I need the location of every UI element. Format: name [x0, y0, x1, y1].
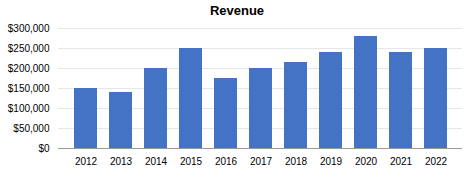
svg-text:$200,000: $200,000 — [8, 63, 50, 74]
svg-text:$250,000: $250,000 — [8, 43, 50, 54]
html-text:Revenue: Revenue — [209, 3, 265, 18]
svg-text:2013: 2013 — [110, 156, 133, 167]
svg-text:2021: 2021 — [390, 156, 413, 167]
svg-text:2019: 2019 — [320, 156, 343, 167]
svg-text:2016: 2016 — [215, 156, 238, 167]
svg-text:2018: 2018 — [285, 156, 308, 167]
svg-text:2020: 2020 — [355, 156, 378, 167]
svg-text:2012: 2012 — [75, 156, 98, 167]
svg-text:$100,000: $100,000 — [8, 103, 50, 114]
svg-text:$300,000: $300,000 — [8, 23, 50, 34]
svg-text:2022: 2022 — [425, 156, 448, 167]
svg-text:$0: $0 — [38, 143, 50, 154]
svg-text:2015: 2015 — [180, 156, 203, 167]
svg-text:2017: 2017 — [250, 156, 273, 167]
svg-text:$50,000: $50,000 — [13, 123, 50, 134]
svg-text:2014: 2014 — [145, 156, 168, 167]
svg-text:$150,000: $150,000 — [8, 83, 50, 94]
